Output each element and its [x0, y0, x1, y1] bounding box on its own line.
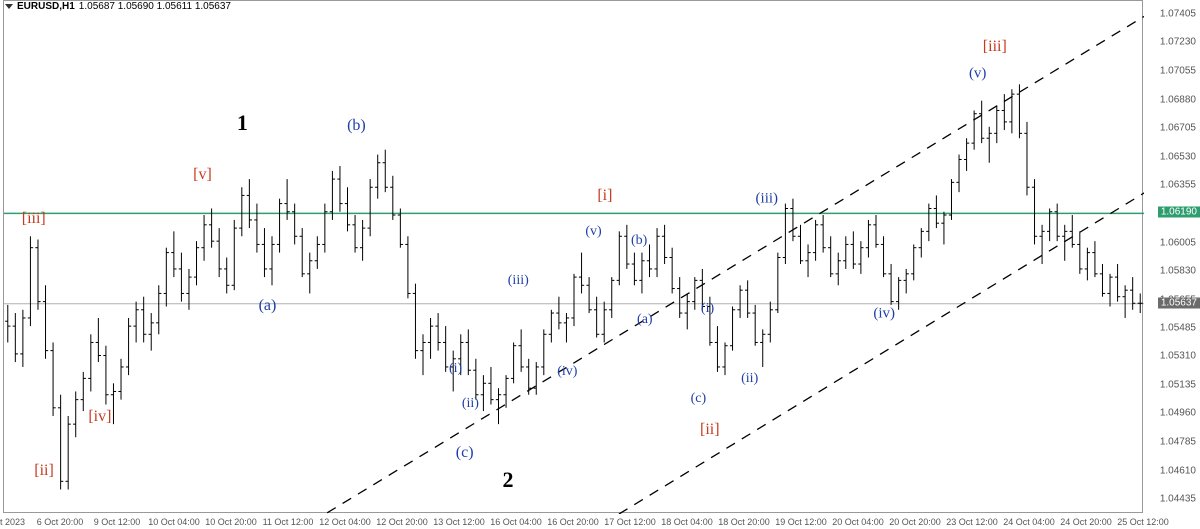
- y-tick-label: 1.06005: [1160, 237, 1196, 248]
- x-tick-label: 18 Oct 20:00: [718, 517, 770, 527]
- x-tick-label: 9 Oct 12:00: [94, 517, 141, 527]
- price-tag: 1.06190: [1158, 207, 1200, 218]
- y-tick-label: 1.05135: [1160, 379, 1196, 390]
- y-tick-label: 1.07405: [1160, 8, 1196, 19]
- y-tick-label: 1.06705: [1160, 123, 1196, 134]
- x-tick-label: 19 Oct 12:00: [775, 517, 827, 527]
- x-tick-label: 20 Oct 20:00: [889, 517, 941, 527]
- y-tick-label: 1.05830: [1160, 266, 1196, 277]
- x-tick-label: 23 Oct 12:00: [946, 517, 998, 527]
- x-tick-label: 17 Oct 12:00: [604, 517, 656, 527]
- price-tag: 1.05637: [1158, 297, 1200, 308]
- y-tick-label: 1.04785: [1160, 436, 1196, 447]
- y-tick-label: 1.06355: [1160, 180, 1196, 191]
- chart-container: EURUSD,H1 1.05687 1.05690 1.05611 1.0563…: [0, 0, 1200, 529]
- chart-header: EURUSD,H1 1.05687 1.05690 1.05611 1.0563…: [1, 1, 231, 12]
- price-svg: [4, 1, 1144, 514]
- x-tick-label: 12 Oct 04:00: [319, 517, 371, 527]
- y-tick-label: 1.07055: [1160, 66, 1196, 77]
- y-tick-label: 1.05310: [1160, 351, 1196, 362]
- x-tick-label: 12 Oct 20:00: [376, 517, 428, 527]
- y-tick-label: 1.04960: [1160, 408, 1196, 419]
- x-tick-label: 25 Oct 12:00: [1117, 517, 1169, 527]
- x-tick-label: 10 Oct 04:00: [148, 517, 200, 527]
- x-tick-label: 6 Oct 20:00: [37, 517, 84, 527]
- y-tick-label: 1.04435: [1160, 494, 1196, 505]
- y-tick-label: 1.04610: [1160, 465, 1196, 476]
- x-tick-label: 24 Oct 20:00: [1060, 517, 1112, 527]
- x-tick-label: 6 Oct 2023: [0, 517, 25, 527]
- x-tick-label: 10 Oct 20:00: [205, 517, 257, 527]
- x-tick-label: 11 Oct 12:00: [263, 517, 314, 527]
- x-tick-label: 16 Oct 04:00: [490, 517, 542, 527]
- symbol-timeframe: EURUSD,H1: [17, 1, 75, 12]
- y-tick-label: 1.05485: [1160, 322, 1196, 333]
- y-tick-label: 1.06880: [1160, 94, 1196, 105]
- x-tick-label: 18 Oct 04:00: [661, 517, 713, 527]
- x-tick-label: 24 Oct 04:00: [1003, 517, 1055, 527]
- x-tick-label: 20 Oct 04:00: [832, 517, 884, 527]
- y-tick-label: 1.06530: [1160, 151, 1196, 162]
- plot-area[interactable]: [3, 0, 1143, 513]
- dropdown-arrow-icon[interactable]: [5, 4, 13, 9]
- y-tick-label: 1.07230: [1160, 37, 1196, 48]
- x-tick-label: 13 Oct 12:00: [433, 517, 485, 527]
- x-tick-label: 16 Oct 20:00: [547, 517, 599, 527]
- ohlc-readout: 1.05687 1.05690 1.05611 1.05637: [79, 1, 231, 12]
